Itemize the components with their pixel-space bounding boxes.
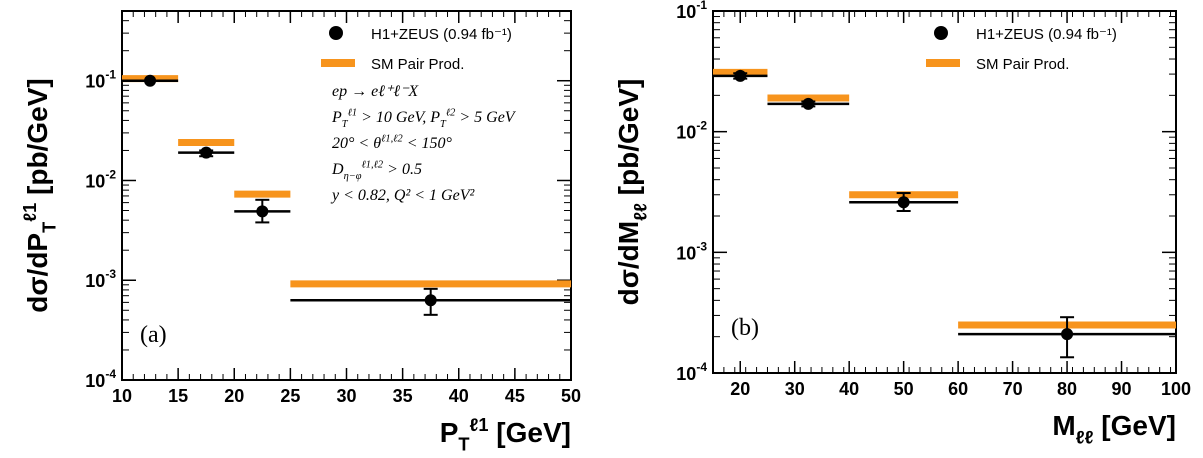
x-tick-label: 20	[224, 386, 244, 406]
x-tick-label: 70	[1003, 379, 1023, 399]
plot-frame	[712, 10, 1177, 374]
x-tick-label: 100	[1161, 379, 1191, 399]
x-tick-label: 50	[894, 379, 914, 399]
data-point	[802, 97, 815, 110]
selection-cut-text: PTℓ1 > 10 GeV, PTℓ2 > 5 GeV	[331, 108, 517, 130]
x-tick-label: 50	[561, 386, 581, 406]
y-tick-label: 10-3	[85, 267, 116, 291]
legend-sm-label: SM Pair Prod.	[371, 56, 464, 73]
data-point	[734, 69, 747, 82]
legend-data-label: H1+ZEUS (0.94 fb⁻¹)	[371, 26, 512, 43]
legend-data-label: H1+ZEUS (0.94 fb⁻¹)	[976, 26, 1117, 43]
chart-panel-b: 20 30 40 50 60 70 80 90 100 10-4 10-3 10-2 10-1 H1+ZE…	[613, 0, 1191, 447]
x-tick-label: 35	[393, 386, 413, 406]
y-tick-label: 10-4	[85, 367, 116, 391]
data-point	[424, 294, 437, 307]
legend-sm-marker	[926, 59, 960, 67]
panel-label: (b)	[731, 315, 759, 341]
data-point	[256, 205, 269, 218]
x-axis-title: Mℓℓ [GeV]	[1052, 410, 1176, 447]
x-tick-label: 10	[112, 386, 132, 406]
selection-cut-text: Dη−φℓ1,ℓ2 > 0.5	[331, 160, 422, 182]
data-point	[200, 146, 213, 159]
y-axis-title: dσ/dPTℓ1 [pb/GeV]	[20, 78, 60, 312]
x-tick-label: 20	[730, 379, 750, 399]
x-tick-label: 40	[449, 386, 469, 406]
legend-data-marker	[934, 26, 948, 40]
legend-data-marker	[329, 26, 343, 40]
x-tick-label: 90	[1112, 379, 1132, 399]
data-point	[1061, 328, 1074, 341]
data-point	[897, 196, 910, 209]
data-point	[144, 74, 157, 87]
y-tick-label: 10-4	[676, 360, 707, 384]
x-tick-label: 80	[1057, 379, 1077, 399]
legend-sm-label: SM Pair Prod.	[976, 56, 1069, 73]
selection-cut-text: 20° < θℓ1,ℓ2 < 150°	[332, 134, 453, 152]
x-tick-label: 45	[505, 386, 525, 406]
y-axis-title: dσ/dMℓℓ [pb/GeV]	[613, 79, 650, 306]
y-tick-label: 10-3	[676, 239, 707, 263]
y-tick-label: 10-2	[85, 167, 116, 191]
x-tick-label: 40	[839, 379, 859, 399]
x-tick-label: 60	[948, 379, 968, 399]
selection-cut-text: y < 0.82, Q² < 1 GeV²	[330, 187, 475, 204]
x-tick-label: 30	[336, 386, 356, 406]
legend-sm-marker	[321, 59, 355, 67]
y-tick-label: 10-1	[676, 0, 707, 22]
selection-cut-text: ep → eℓ⁺ℓ⁻X	[332, 83, 419, 100]
x-tick-label: 25	[280, 386, 300, 406]
x-axis-title: PTℓ1 [GeV]	[440, 415, 571, 455]
y-tick-label: 10-2	[676, 119, 707, 143]
chart-panel-a: 10 15 20 25 30 35 40 45 50 10-4 10-3 10-2 10-1 H1+ZEU…	[20, 10, 581, 455]
panel-label: (a)	[140, 322, 167, 348]
x-tick-label: 30	[785, 379, 805, 399]
y-tick-label: 10-1	[85, 68, 116, 92]
x-tick-label: 15	[168, 386, 188, 406]
